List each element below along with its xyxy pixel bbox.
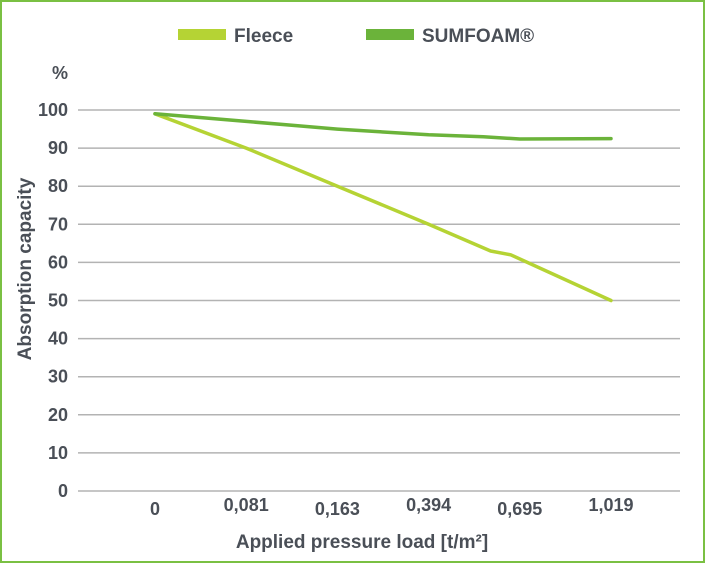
y-tick-label: 50 — [48, 291, 68, 311]
x-tick-label: 0,163 — [315, 499, 360, 519]
x-tick-label: 0,081 — [224, 495, 269, 515]
y-tick-label: 20 — [48, 405, 68, 425]
y-axis-title: Absorption capacity — [15, 177, 36, 360]
y-tick-label: 100 — [38, 100, 68, 120]
series-lines — [153, 112, 613, 303]
x-tick-label: 0,394 — [406, 495, 451, 515]
series-line-0 — [153, 112, 613, 303]
x-tick-label: 1,019 — [588, 495, 633, 515]
legend-swatch — [178, 29, 226, 40]
legend-label: SUMFOAM® — [422, 26, 534, 47]
y-unit-label: % — [52, 63, 68, 83]
y-tick-label: 10 — [48, 443, 68, 463]
x-tick-label: 0,695 — [497, 499, 542, 519]
x-tick-labels: 0 0,081 0,163 0,394 0,695 1,019 — [150, 495, 634, 519]
y-tick-label: 60 — [48, 252, 68, 272]
series-line-1 — [153, 112, 613, 141]
y-tick-label: 30 — [48, 367, 68, 387]
x-axis-title: Applied pressure load [t/m²] — [236, 532, 488, 553]
y-tick-label: 90 — [48, 138, 68, 158]
y-tick-label: 0 — [58, 481, 68, 501]
y-tick-labels: 0 10 20 30 40 50 60 70 80 90 100 — [38, 100, 68, 501]
grid-lines — [78, 109, 680, 492]
legend: Fleece SUMFOAM® — [178, 26, 534, 47]
legend-label: Fleece — [234, 26, 293, 47]
y-tick-label: 40 — [48, 329, 68, 349]
x-tick-label: 0 — [150, 499, 160, 519]
legend-swatch — [366, 29, 414, 40]
y-tick-label: 80 — [48, 176, 68, 196]
y-tick-label: 70 — [48, 214, 68, 234]
